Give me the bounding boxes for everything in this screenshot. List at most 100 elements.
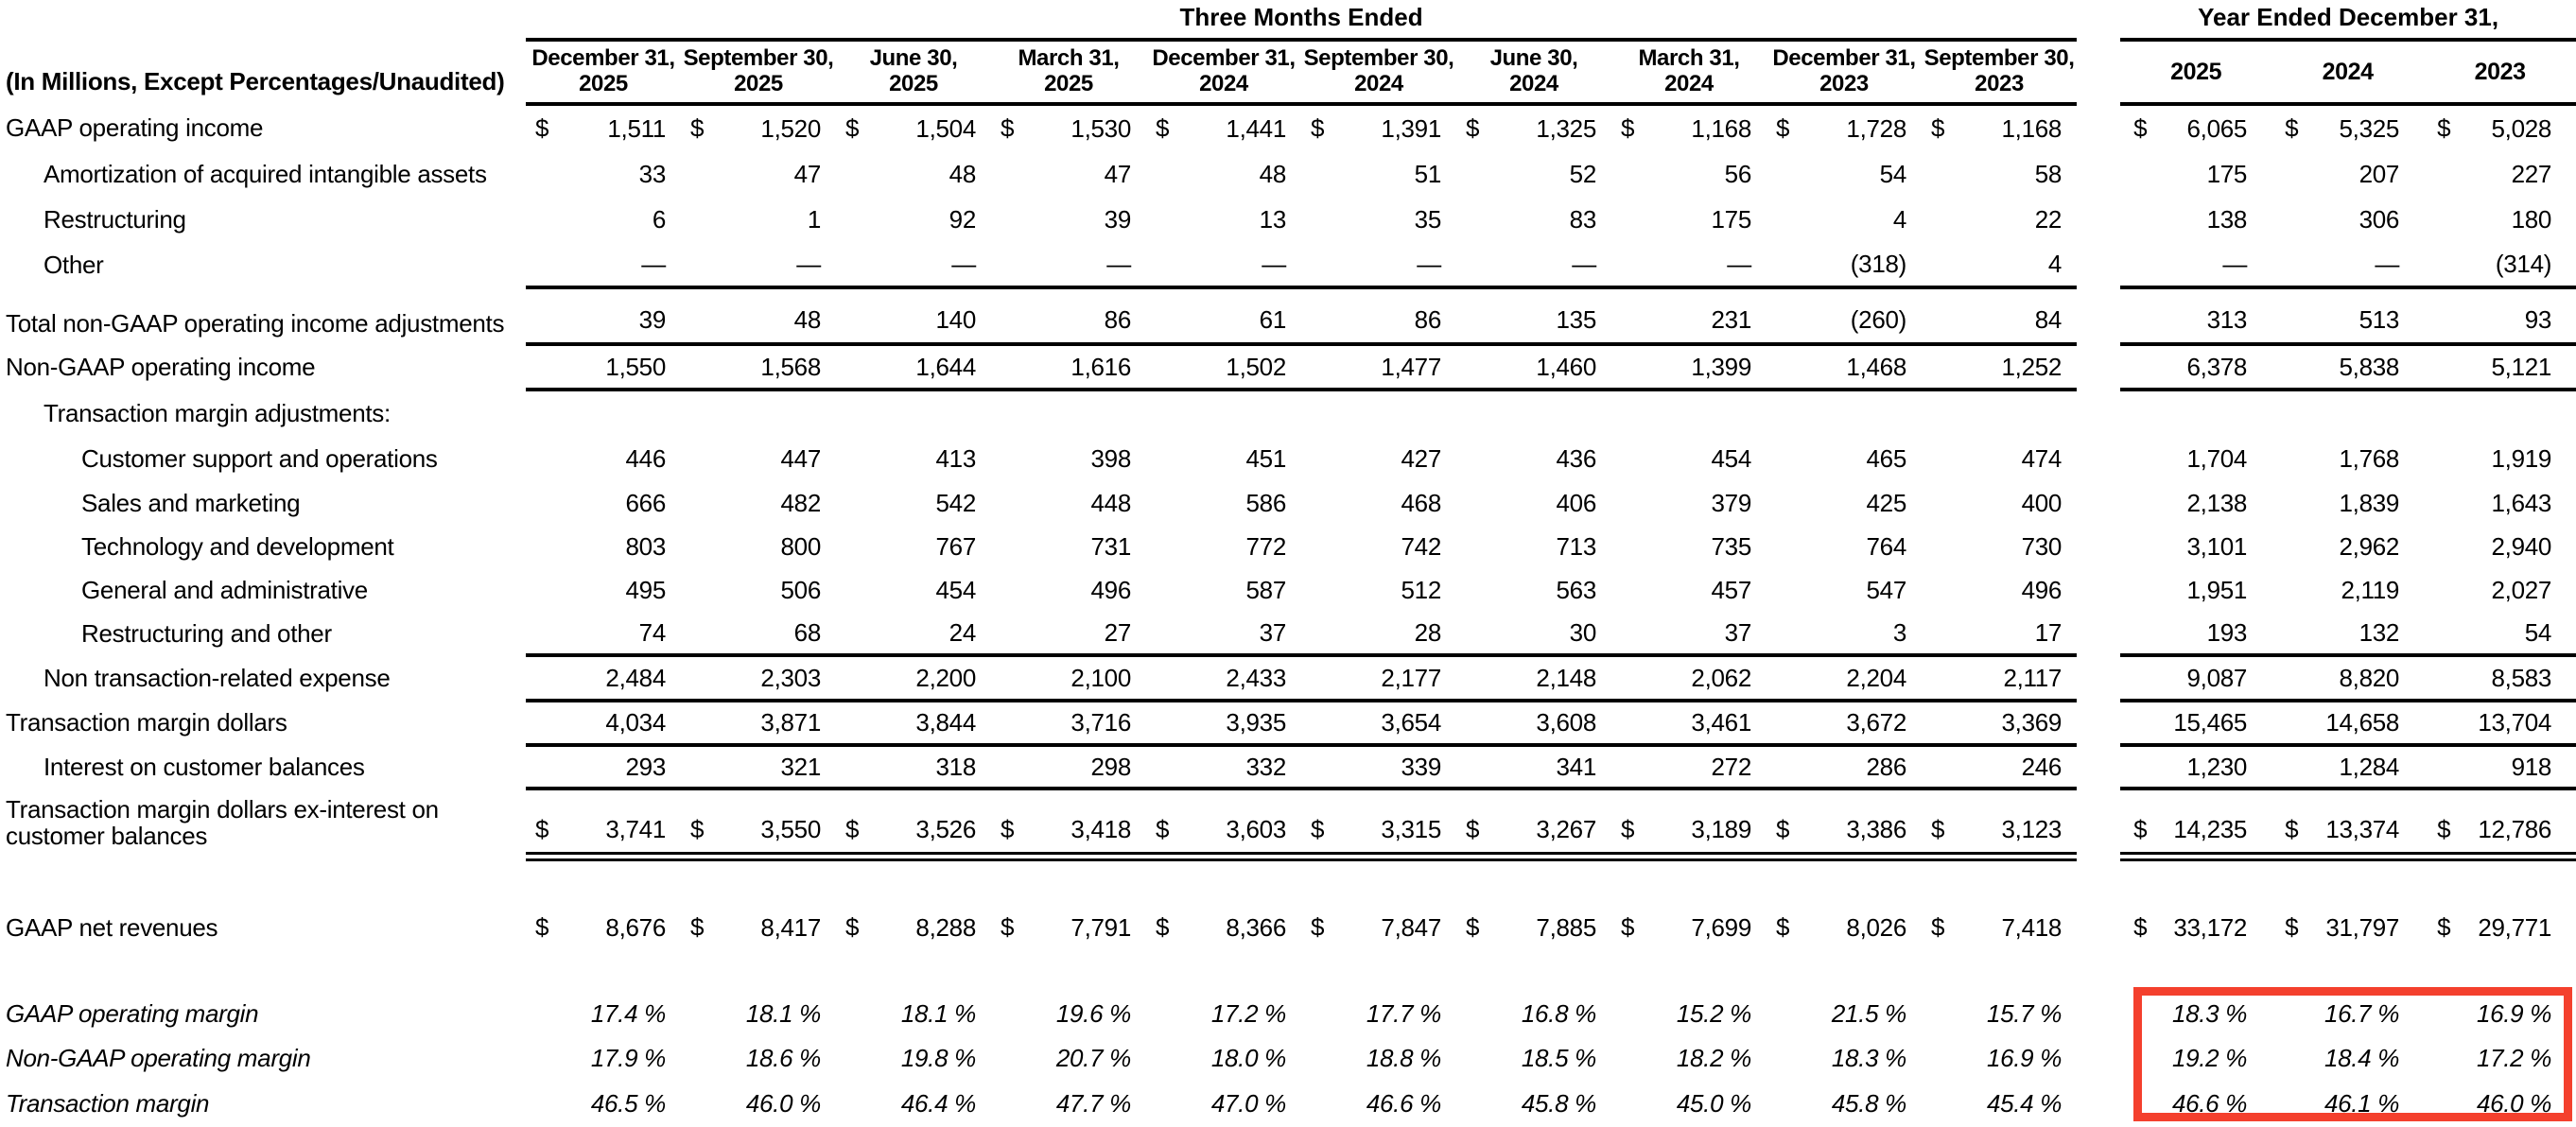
value: 15.2 % [1676,998,1751,1028]
value: 451 [1245,444,1287,473]
value: 47 [793,159,822,188]
value: 13,374 [2325,815,2400,843]
value: 3,608 [1536,708,1596,737]
value: 83 [1569,204,1597,234]
value-cell: 47.0 % [1146,1081,1301,1126]
value: 1,252 [2001,352,2063,381]
value: 3,123 [2001,815,2063,843]
value: 18.3 % [1831,1044,1906,1072]
value: 2,484 [605,663,666,692]
year-value-cell: 180 [2424,197,2576,242]
value: 3,672 [1846,708,1906,737]
year-header: 2025 [2120,40,2272,106]
value-cell: 339 [1301,745,1456,790]
value-cell: $1,504 [836,104,991,151]
value: 16.9 % [2476,998,2552,1028]
table-row: Transaction margin dollars 4,034 3,871 3,84… [0,701,2576,747]
value-cell: 37 [1611,612,1767,657]
value-cell: 45.4 % [1922,1081,2077,1126]
table-row: Technology and development 803 800 767 731 77… [0,525,2576,568]
value: 587 [1245,575,1287,604]
value: 12,786 [2478,815,2552,843]
year-value-cell: 14,658 [2271,701,2425,747]
value-cell: 713 [1456,525,1611,568]
value: 30 [1569,617,1597,647]
value: 3,369 [2001,708,2063,737]
year-value-cell: — [2271,242,2425,289]
value: 1,477 [1381,352,1441,381]
value-cell: 2,062 [1611,655,1767,702]
value-cell: 48 [1146,151,1301,197]
value: 175 [1711,204,1752,234]
value: 332 [1245,752,1287,781]
value: 1,168 [1691,113,1751,143]
dollar-sign: $ [1156,113,1170,143]
dollar-sign: $ [1621,815,1635,843]
value: — [951,249,976,278]
value: 7,699 [1691,912,1751,942]
value-cell: 298 [991,745,1146,790]
dollar-sign: $ [2437,912,2451,942]
table-row: GAAP operating income $1,511 $1,520 $1,504 $… [0,104,2576,151]
value-cell [1456,390,1611,437]
value-cell: 4 [1767,197,1922,242]
value: 31,797 [2325,912,2400,942]
value-cell: $7,699 [1611,904,1767,951]
value: 17.2 % [2476,1044,2552,1072]
value-cell: 454 [1611,437,1767,481]
spacer-cell [0,857,2576,904]
column-gap [2077,287,2120,344]
year-value-cell: 46.1 % [2271,1081,2424,1126]
dollar-sign: $ [1621,113,1635,143]
value: 14,658 [2325,708,2400,737]
value: 138 [2206,204,2248,234]
year-value-cell: 1,284 [2271,745,2425,790]
table-row: Total non-GAAP operating income adjustme… [0,287,2576,346]
column-gap [2077,904,2120,951]
table-row: GAAP operating margin 17.4 % 18.1 % 18.1 % 1… [0,991,2576,1036]
value: 293 [625,752,667,781]
year-value-cell: 46.0 % [2424,1081,2576,1126]
table-row: Restructuring 6 1 92 39 13 35 83 175 4 22 138 306 180 [0,197,2576,242]
value: 8,417 [760,912,821,942]
year-value-cell: 19.2 % [2120,1036,2271,1081]
value: 52 [1569,159,1597,188]
column-gap [2077,104,2120,151]
value: 17.2 % [1210,998,1286,1028]
year-value-cell: 207 [2271,151,2424,197]
value-cell: 18.3 % [1767,1036,1922,1081]
value: — [1262,249,1286,278]
value: 2,062 [1691,663,1751,692]
year-value-cell: 1,951 [2120,568,2271,612]
value: 8,366 [1226,912,1286,942]
value-cell: $3,418 [991,789,1146,861]
value-cell [1146,390,1301,437]
dollar-sign: $ [1466,815,1480,843]
year-value-cell: 1,704 [2120,437,2271,481]
value: 5,325 [2339,113,2400,143]
value-cell: $3,123 [1922,789,2078,861]
value-cell: 18.8 % [1301,1036,1456,1081]
dollar-sign: $ [1156,815,1170,843]
year-value-cell: 16.9 % [2424,991,2576,1036]
column-gap [2077,612,2120,655]
value-cell: — [1301,242,1456,289]
value-cell: 447 [681,437,836,481]
value-cell: — [991,242,1146,289]
dollar-sign: $ [2437,815,2451,843]
dollar-sign: $ [2133,113,2148,143]
value-cell: 293 [526,745,681,790]
year-value-cell: 306 [2271,197,2424,242]
value: 2,962 [2339,531,2400,561]
value: 45.0 % [1676,1088,1751,1118]
value: 298 [1090,752,1132,781]
value: 3,189 [1691,815,1751,843]
value: (318) [1850,249,1907,278]
value-cell: 37 [1146,612,1301,657]
year-value-cell: (314) [2424,242,2576,289]
value-cell: 496 [991,568,1146,612]
year-value-cell: 513 [2271,287,2425,346]
year-value-cell: 1,768 [2271,437,2424,481]
value: 400 [2021,488,2063,517]
dollar-sign: $ [1466,113,1480,143]
